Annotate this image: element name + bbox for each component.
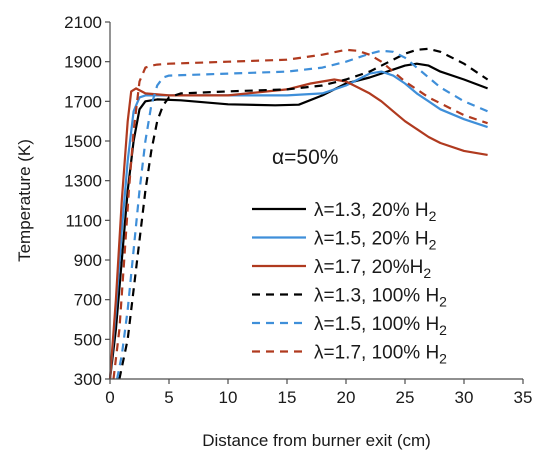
series-line-4 — [118, 47, 489, 380]
y-tick-label: 1100 — [65, 211, 102, 230]
y-axis-title: Temperature (K) — [15, 139, 34, 262]
x-tick-label: 30 — [455, 388, 474, 407]
y-tick-label: 1700 — [64, 92, 102, 111]
x-tick-label: 25 — [396, 388, 415, 407]
y-tick-label: 900 — [74, 251, 102, 270]
series-line-5 — [116, 49, 489, 380]
legend-label-6: λ=1.7, 100% H2 — [314, 343, 447, 367]
x-tick-label: 15 — [278, 388, 297, 407]
y-tick-label: 2100 — [64, 13, 102, 32]
plot-area — [108, 47, 489, 380]
x-tick-label: 10 — [219, 388, 238, 407]
series-line-2 — [108, 70, 488, 380]
x-tick-label: 20 — [337, 388, 356, 407]
y-tick-label: 1300 — [64, 172, 102, 191]
x-tick-label: 0 — [105, 388, 114, 407]
y-tick-label: 1500 — [64, 132, 102, 151]
y-tick-label: 300 — [74, 370, 102, 389]
legend-label-3: λ=1.7, 20%H2 — [314, 257, 431, 281]
x-tick-label: 5 — [164, 388, 173, 407]
y-tick-label: 1900 — [64, 53, 102, 72]
legend-label-4: λ=1.3, 100% H2 — [314, 286, 447, 310]
legend: λ=1.3, 20% H2 λ=1.5, 20% H2 λ=1.7, 20%H2 λ=… — [252, 200, 447, 367]
legend-label-5: λ=1.5, 100% H2 — [314, 314, 447, 338]
y-tick-label: 700 — [74, 291, 102, 310]
legend-label-1: λ=1.3, 20% H2 — [314, 200, 437, 224]
series-line-6 — [112, 48, 488, 380]
x-axis-title: Distance from burner exit (cm) — [202, 431, 431, 450]
legend-label-2: λ=1.5, 20% H2 — [314, 229, 437, 253]
alpha-annotation: α=50% — [272, 146, 338, 169]
axes: 300 500 700 900 1100 1300 1500 1700 1900 2100 0 5 10… — [15, 13, 532, 450]
x-tick-label: 35 — [514, 388, 533, 407]
series-line-3 — [108, 78, 488, 380]
y-tick-label: 500 — [74, 330, 102, 349]
